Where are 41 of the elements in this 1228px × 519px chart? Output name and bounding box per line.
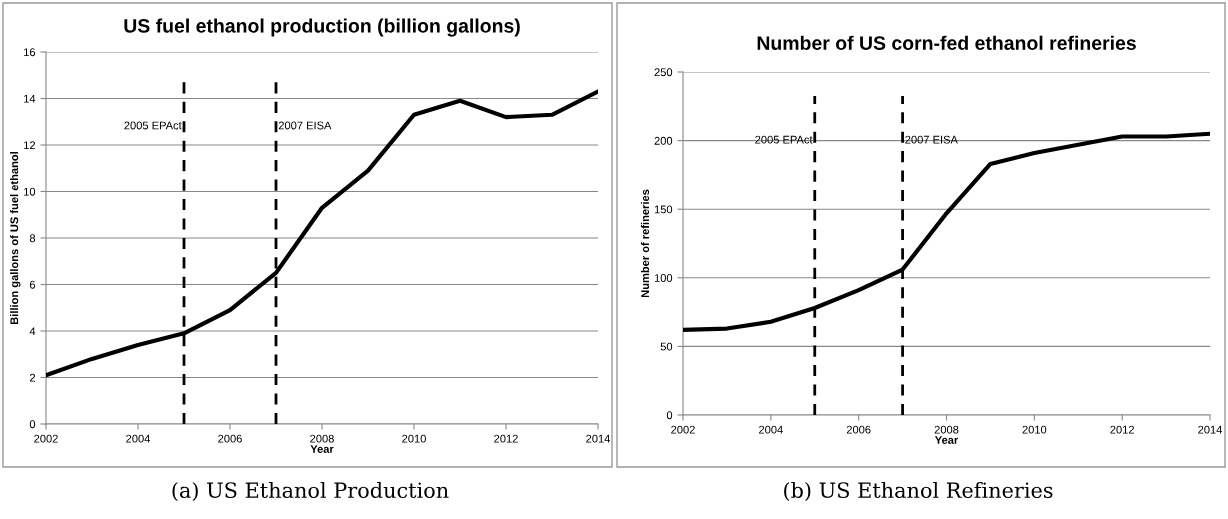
chart-title: Number of US corn-fed ethanol refineries xyxy=(757,35,1136,50)
ref-line-label: 2007 EISA xyxy=(905,135,958,144)
text: (a) US Ethanol Production xyxy=(172,481,449,501)
ref-line-label: 2005 EPAct xyxy=(124,121,182,130)
y-tick-label: 16 xyxy=(24,48,36,57)
y-tick-label: 0 xyxy=(666,411,673,420)
x-tick-label: 2014 xyxy=(1198,425,1223,434)
y-tick-label: 150 xyxy=(654,205,673,214)
y-tick-label: 200 xyxy=(654,136,673,145)
chart-title: US fuel ethanol production (billion gallons) xyxy=(124,18,520,37)
x-axis-title: Year xyxy=(310,445,334,453)
y-tick-label: 4 xyxy=(29,327,36,336)
x-tick-label: 2002 xyxy=(671,425,695,434)
x-tick-label: 2004 xyxy=(759,425,783,434)
y-axis-title: Billion gallons of US fuel ethanol xyxy=(10,152,21,324)
x-tick-label: 2012 xyxy=(1110,425,1134,434)
x-tick-label: 2002 xyxy=(34,434,58,443)
y-tick-label: 0 xyxy=(29,420,36,429)
y-tick-label: 14 xyxy=(24,94,36,103)
x-tick-label: 2006 xyxy=(218,434,242,443)
x-tick-label: 2010 xyxy=(402,434,426,443)
ref-line-label: 2007 EISA xyxy=(278,121,332,130)
x-tick-label: 2008 xyxy=(310,434,334,443)
y-tick-label: 10 xyxy=(24,187,36,196)
y-tick-label: 250 xyxy=(654,68,673,77)
y-tick-label: 6 xyxy=(29,280,36,289)
y-tick-label: 100 xyxy=(654,274,673,282)
x-axis-title: Year xyxy=(934,436,959,444)
x-tick-label: 2010 xyxy=(1022,425,1047,434)
x-tick-label: 2012 xyxy=(494,434,518,443)
y-tick-label: 12 xyxy=(24,141,36,150)
x-tick-label: 2014 xyxy=(586,434,611,443)
x-tick-label: 2008 xyxy=(934,425,959,434)
ref-line-label: 2005 EPAct xyxy=(755,135,813,144)
y-tick-label: 8 xyxy=(29,234,36,243)
y-tick-label: 2 xyxy=(29,373,36,382)
text: (b) US Ethanol Refineries xyxy=(784,481,1053,501)
x-tick-label: 2004 xyxy=(126,434,151,443)
y-tick-label: 50 xyxy=(660,342,673,351)
x-tick-label: 2006 xyxy=(846,425,871,434)
y-axis-title: Number of refineries xyxy=(640,189,650,298)
